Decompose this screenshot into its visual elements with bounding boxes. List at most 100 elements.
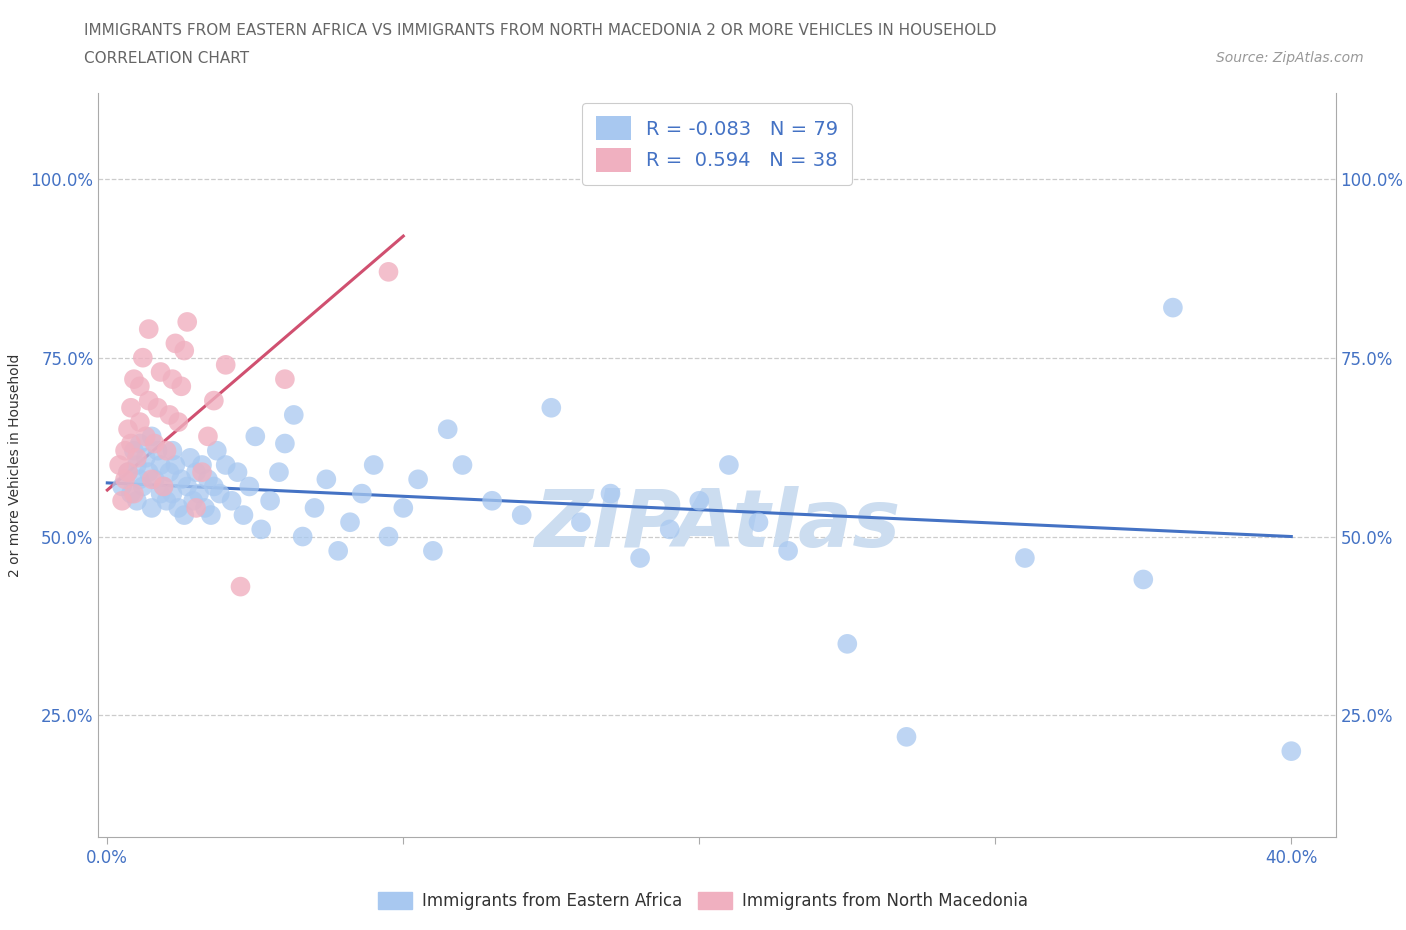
Point	[165, 458, 187, 472]
Point	[339, 515, 361, 530]
Point	[377, 529, 399, 544]
Point	[108, 458, 131, 472]
Point	[165, 336, 187, 351]
Point	[208, 486, 231, 501]
Legend: Immigrants from Eastern Africa, Immigrants from North Macedonia: Immigrants from Eastern Africa, Immigran…	[371, 885, 1035, 917]
Point	[120, 436, 142, 451]
Point	[202, 393, 225, 408]
Point	[1161, 300, 1184, 315]
Point	[114, 472, 136, 486]
Point	[688, 493, 710, 508]
Point	[451, 458, 474, 472]
Point	[747, 515, 769, 530]
Point	[125, 458, 148, 472]
Point	[569, 515, 592, 530]
Point	[132, 479, 155, 494]
Point	[540, 400, 562, 415]
Point	[167, 415, 190, 430]
Point	[658, 522, 681, 537]
Point	[128, 472, 150, 486]
Point	[1014, 551, 1036, 565]
Point	[304, 500, 326, 515]
Point	[128, 379, 150, 393]
Y-axis label: 2 or more Vehicles in Household: 2 or more Vehicles in Household	[8, 353, 22, 577]
Point	[628, 551, 651, 565]
Point	[141, 429, 163, 444]
Point	[135, 450, 157, 465]
Point	[778, 543, 800, 558]
Point	[149, 365, 172, 379]
Point	[152, 479, 174, 494]
Text: CORRELATION CHART: CORRELATION CHART	[84, 51, 249, 66]
Point	[159, 407, 181, 422]
Point	[229, 579, 252, 594]
Point	[162, 372, 184, 387]
Point	[155, 493, 177, 508]
Point	[141, 472, 163, 486]
Point	[128, 436, 150, 451]
Point	[392, 500, 415, 515]
Point	[481, 493, 503, 508]
Point	[146, 444, 169, 458]
Point	[232, 508, 254, 523]
Point	[188, 486, 211, 501]
Point	[363, 458, 385, 472]
Point	[226, 465, 249, 480]
Point	[120, 400, 142, 415]
Point	[173, 508, 195, 523]
Point	[176, 479, 198, 494]
Point	[191, 465, 214, 480]
Point	[125, 450, 148, 465]
Point	[159, 465, 181, 480]
Point	[194, 500, 217, 515]
Point	[267, 465, 290, 480]
Point	[138, 393, 160, 408]
Text: ZIPAtlas: ZIPAtlas	[534, 485, 900, 564]
Point	[1279, 744, 1302, 759]
Point	[422, 543, 444, 558]
Point	[173, 343, 195, 358]
Point	[250, 522, 273, 537]
Text: Source: ZipAtlas.com: Source: ZipAtlas.com	[1216, 51, 1364, 65]
Point	[162, 444, 184, 458]
Point	[132, 351, 155, 365]
Legend: R = -0.083   N = 79, R =  0.594   N = 38: R = -0.083 N = 79, R = 0.594 N = 38	[582, 102, 852, 185]
Point	[122, 486, 145, 501]
Point	[138, 322, 160, 337]
Point	[436, 422, 458, 437]
Point	[215, 458, 238, 472]
Point	[599, 486, 621, 501]
Point	[350, 486, 373, 501]
Point	[155, 444, 177, 458]
Point	[837, 636, 859, 651]
Point	[149, 486, 172, 501]
Point	[122, 372, 145, 387]
Point	[138, 465, 160, 480]
Point	[167, 500, 190, 515]
Point	[152, 479, 174, 494]
Point	[328, 543, 350, 558]
Point	[179, 450, 201, 465]
Point	[215, 357, 238, 372]
Point	[200, 508, 222, 523]
Point	[184, 500, 207, 515]
Point	[111, 493, 134, 508]
Point	[122, 444, 145, 458]
Point	[197, 429, 219, 444]
Point	[202, 479, 225, 494]
Point	[896, 729, 918, 744]
Point	[176, 314, 198, 329]
Point	[406, 472, 429, 486]
Point	[1132, 572, 1154, 587]
Point	[114, 444, 136, 458]
Point	[274, 372, 297, 387]
Point	[315, 472, 337, 486]
Point	[117, 465, 139, 480]
Point	[181, 493, 204, 508]
Point	[197, 472, 219, 486]
Point	[170, 379, 193, 393]
Point	[717, 458, 740, 472]
Point	[283, 407, 305, 422]
Point	[184, 465, 207, 480]
Point	[221, 493, 243, 508]
